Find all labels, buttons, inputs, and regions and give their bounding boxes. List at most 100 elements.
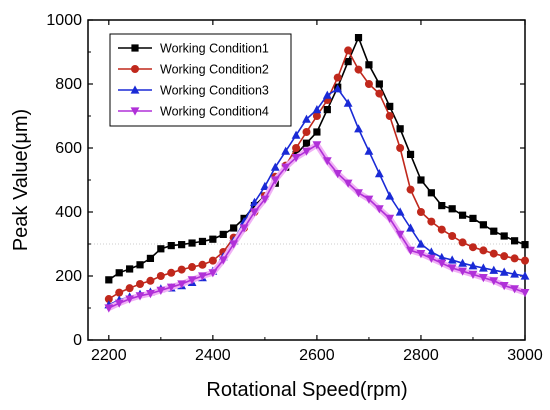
x-tick-label: 2600 [299, 347, 335, 364]
data-point [344, 46, 353, 55]
data-point [448, 232, 457, 240]
legend: Working Condition1 Working Condition2 Work… [109, 33, 292, 127]
data-point [239, 224, 249, 233]
data-point [312, 112, 321, 120]
data-point [198, 272, 207, 281]
data-point [521, 256, 529, 265]
data-point [448, 205, 456, 213]
data-point [500, 252, 509, 261]
y-tick-label: 800 [55, 76, 82, 93]
data-point [489, 277, 499, 286]
y-tick-label: 400 [55, 204, 82, 221]
data-point [447, 255, 457, 264]
data-point [364, 146, 374, 155]
data-point [406, 223, 415, 232]
data-point [520, 271, 530, 280]
data-point [178, 241, 186, 249]
data-point [510, 237, 519, 245]
data-point [302, 139, 311, 147]
data-point [375, 89, 384, 98]
data-point [260, 195, 270, 204]
legend-label: Working Condition3 [160, 84, 269, 98]
legend-marker [131, 65, 139, 73]
data-point [291, 130, 301, 139]
x-tick-label: 2400 [195, 347, 231, 364]
data-point [416, 239, 426, 248]
data-point [115, 269, 123, 277]
data-point [115, 288, 124, 297]
data-point [230, 224, 238, 232]
data-point [364, 195, 374, 204]
data-point [188, 239, 196, 247]
data-point [219, 230, 227, 238]
data-point [468, 270, 478, 279]
data-point [114, 299, 124, 308]
data-point [447, 264, 457, 273]
legend-label: Working Condition1 [160, 42, 269, 56]
data-point [166, 283, 176, 292]
data-point [406, 185, 415, 194]
data-point [302, 147, 311, 156]
x-axis-title: Rotational Speed(rpm) [206, 379, 407, 401]
data-point [312, 141, 322, 150]
data-point [395, 207, 405, 216]
y-axis-title: Peak Value(μm) [10, 109, 32, 251]
data-point [302, 114, 311, 123]
data-point [437, 259, 447, 268]
data-point [343, 98, 353, 107]
data-point [364, 80, 373, 88]
legend-label: Working Condition2 [160, 63, 269, 77]
data-point [365, 61, 373, 69]
data-point [520, 289, 530, 298]
data-point [281, 163, 291, 172]
data-point [146, 254, 155, 262]
data-point [426, 247, 436, 256]
data-point [323, 106, 331, 114]
data-point [458, 267, 467, 276]
legend-item: Working Condition4 [118, 105, 269, 119]
data-point [291, 154, 301, 163]
data-point [157, 245, 165, 253]
data-point [333, 170, 343, 179]
data-point [385, 191, 395, 200]
data-point [104, 304, 114, 313]
data-point [344, 58, 352, 66]
data-point [105, 276, 113, 284]
data-point [354, 65, 363, 74]
data-point [104, 295, 113, 304]
legend-item: Working Condition3 [118, 84, 269, 98]
legend-item: Working Condition1 [118, 42, 269, 56]
data-point [521, 241, 529, 249]
y-axis-ticks: 0 200 400 600 800 1000 [46, 12, 525, 349]
data-point [510, 254, 519, 263]
data-point [510, 285, 519, 294]
data-point [156, 286, 166, 295]
series-layer [104, 34, 530, 313]
data-point [385, 214, 395, 223]
data-point [125, 284, 134, 293]
data-point [489, 265, 499, 274]
data-point [354, 124, 363, 133]
data-point [313, 128, 321, 136]
data-point [146, 276, 155, 285]
data-point [396, 125, 404, 133]
data-point [208, 269, 218, 278]
y-tick-label: 200 [55, 268, 82, 285]
data-point [322, 157, 332, 166]
data-point [270, 162, 280, 171]
data-point [395, 230, 405, 239]
data-point [499, 267, 509, 276]
data-point [167, 242, 175, 250]
x-tick-label: 2200 [91, 347, 127, 364]
legend-marker [130, 107, 140, 116]
data-point [250, 197, 259, 206]
data-point [218, 256, 228, 265]
data-point [322, 90, 332, 99]
data-point [281, 146, 291, 155]
data-point [292, 144, 301, 152]
x-tick-label: 3000 [507, 347, 543, 364]
data-point [187, 276, 197, 285]
data-point [374, 205, 384, 214]
data-point [386, 102, 394, 110]
